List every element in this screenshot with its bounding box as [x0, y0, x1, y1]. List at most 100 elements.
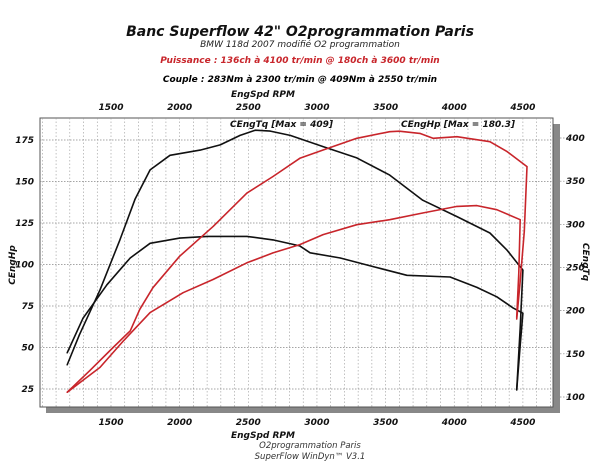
y-left-tick-label: 125 [15, 219, 34, 229]
data-point [129, 257, 131, 259]
data-point [496, 209, 498, 211]
data-point [456, 205, 458, 207]
x-tick-label-top: 3000 [304, 103, 329, 113]
data-point [456, 215, 458, 218]
x-axis-label-top: EngSpd RPM [231, 90, 295, 100]
data-point [372, 266, 374, 268]
data-point [179, 237, 181, 239]
data-point [246, 235, 248, 238]
data-point [309, 252, 311, 254]
data-point [112, 346, 114, 349]
data-point [432, 137, 434, 139]
data-point [389, 219, 391, 221]
data-point [516, 318, 518, 320]
data-point [356, 157, 358, 159]
data-point [272, 239, 274, 241]
data-point [476, 286, 478, 288]
data-point [119, 239, 121, 241]
series-line-3 [66, 130, 528, 393]
legend-torque: CEngTq [Max = 409] [230, 120, 334, 130]
data-point [522, 269, 524, 271]
data-point [299, 157, 301, 159]
data-point [269, 130, 271, 132]
data-point [99, 289, 101, 291]
x-tick-label-top: 2500 [236, 103, 261, 113]
y-right-tick-label: 150 [566, 350, 585, 360]
data-point [149, 312, 151, 314]
data-point [339, 257, 341, 259]
data-point [516, 389, 518, 391]
data-point [106, 284, 108, 286]
data-point [182, 292, 184, 294]
chart-title: Banc Superflow 42" O2programmation Paris [126, 24, 474, 40]
data-point [66, 364, 68, 366]
data-point [139, 308, 141, 310]
data-point [516, 317, 518, 319]
y-left-tick-label: 150 [15, 178, 34, 188]
footer-line-1: O2programmation Paris [259, 441, 361, 451]
data-point [152, 287, 154, 289]
data-point [512, 307, 514, 309]
data-point [322, 149, 324, 151]
legend-power: CEngHp [Max = 180.3] [401, 120, 516, 130]
torque-summary: Couple : 283Nm à 2300 tr/min @ 409Nm à 2… [163, 75, 437, 85]
data-point [522, 312, 524, 314]
data-point [122, 340, 124, 342]
data-point [66, 391, 68, 393]
data-point [406, 274, 408, 276]
data-point [179, 255, 181, 257]
data-point [456, 136, 458, 138]
data-point [289, 134, 291, 137]
data-point [66, 352, 68, 354]
y-right-tick-label: 100 [566, 393, 585, 403]
data-point [356, 224, 358, 226]
data-point [422, 212, 424, 214]
chart-subtitle: BMW 118d 2007 modifié O2 programmation [200, 39, 400, 50]
y-right-tick-label: 350 [566, 177, 585, 187]
y-left-tick-label: 75 [21, 302, 34, 312]
data-point [496, 296, 498, 298]
x-axis-label-bottom: EngSpd RPM [231, 431, 295, 441]
data-point [519, 344, 521, 346]
data-point [149, 242, 151, 244]
data-point [526, 165, 528, 168]
data-point [449, 276, 451, 278]
data-point [519, 219, 521, 221]
y-left-tick-label: 100 [15, 261, 34, 271]
footer-line-2: SuperFlow WinDyn™ V3.1 [255, 452, 366, 462]
power-summary: Puissance : 136ch à 4100 tr/min @ 180ch … [160, 56, 439, 66]
data-point [246, 262, 248, 264]
x-tick-label-bottom: 3500 [373, 418, 398, 428]
data-point [523, 230, 525, 232]
data-point [149, 169, 151, 171]
data-point [212, 278, 214, 281]
data-point [78, 334, 81, 336]
x-tick-label-top: 2000 [167, 103, 192, 113]
data-point [506, 151, 508, 153]
data-point [476, 204, 478, 207]
y-right-tick-label: 400 [565, 134, 585, 144]
series [66, 129, 528, 393]
x-tick-label-bottom: 2000 [167, 418, 192, 428]
data-point [206, 235, 208, 238]
y-right-tick-label: 300 [566, 220, 585, 230]
data-point [398, 130, 400, 132]
data-point [322, 146, 324, 148]
data-point [219, 144, 221, 146]
data-point [489, 232, 491, 234]
x-tick-label-bottom: 4500 [509, 418, 535, 428]
data-point [422, 199, 424, 201]
x-tick-label-top: 4000 [441, 103, 467, 113]
data-point [322, 234, 324, 236]
y-left-tick-label: 50 [21, 344, 34, 354]
data-point [389, 131, 391, 133]
y-axis-label-left: CEngHp [8, 245, 18, 285]
ticks: 1500 1500 2000 2000 2500 2500 3000 3000 3500 3500… [15, 103, 585, 428]
data-point [272, 252, 274, 254]
x-tick-label-top: 1500 [98, 103, 123, 113]
data-point [212, 225, 214, 227]
data-point [506, 249, 508, 251]
data-point [239, 134, 241, 137]
y-right-tick-label: 200 [566, 307, 585, 317]
